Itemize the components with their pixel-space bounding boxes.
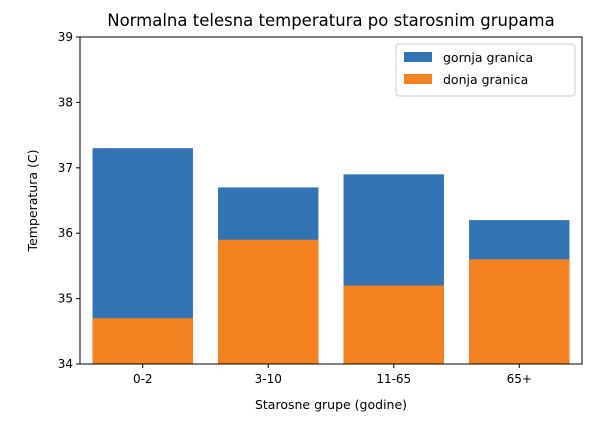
x-tick-label: 0-2 (133, 372, 153, 386)
x-tick-label: 65+ (507, 372, 532, 386)
plot-frame (79, 36, 583, 365)
bar-donja-granica-3-10 (218, 239, 319, 364)
legend-box (395, 43, 576, 97)
y-tick-label: 35 (58, 292, 73, 306)
legend-label-donja-granica: donja granica (443, 72, 528, 87)
y-tick-label: 39 (58, 30, 73, 44)
bar-donja-granica-0-2 (92, 318, 193, 364)
y-tick-label: 38 (58, 95, 73, 109)
y-tick-label: 34 (58, 357, 73, 371)
x-axis: 0-2 3-10 11-65 65+ (133, 364, 532, 386)
y-tick-label: 36 (58, 226, 73, 240)
bars-group (92, 148, 570, 364)
legend-swatch-gornja-granica (404, 52, 432, 62)
x-tick-label: 3-10 (255, 372, 282, 386)
legend-label-gornja-granica: gornja granica (443, 50, 533, 65)
chart-title: Normalna telesna temperatura po starosni… (107, 11, 555, 30)
legend: gornja granica donja granica (395, 43, 576, 97)
y-tick-label: 37 (58, 161, 73, 175)
x-axis-label: Starosne grupe (godine) (255, 397, 407, 412)
bar-donja-granica-11-65 (343, 285, 444, 364)
x-tick-label: 11-65 (376, 372, 411, 386)
y-axis: 34 35 36 37 38 39 (58, 30, 80, 371)
bar-donja-granica-65 (469, 259, 570, 364)
y-axis-label: Temperatura (C) (25, 150, 40, 253)
legend-swatch-donja-granica (404, 74, 432, 84)
